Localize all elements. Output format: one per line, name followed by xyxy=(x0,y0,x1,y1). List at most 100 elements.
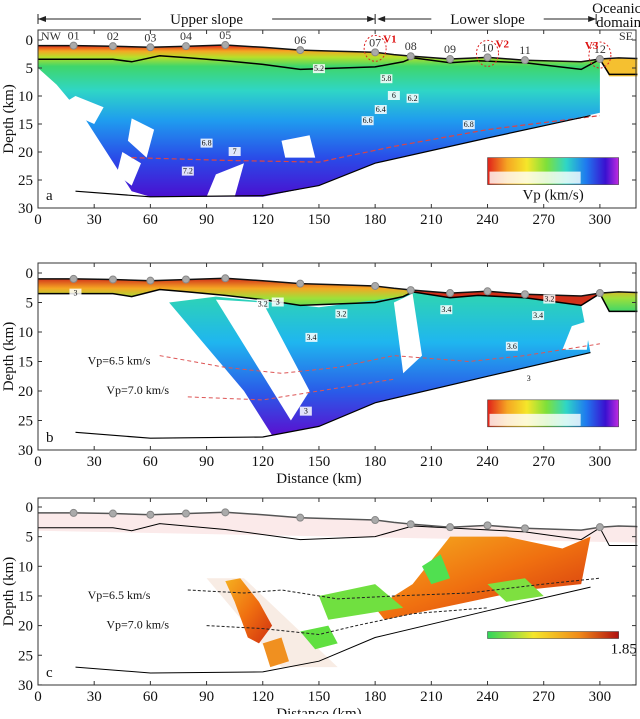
obs-station-marker xyxy=(69,41,78,50)
contour-label-bg xyxy=(374,105,387,114)
x-tick-label: 0 xyxy=(34,212,42,228)
arrow-head-icon xyxy=(367,16,376,22)
obs-station-marker xyxy=(520,290,529,299)
x-tick-label: 300 xyxy=(589,454,612,470)
vp-7.0-contour xyxy=(206,607,488,636)
basement-line xyxy=(38,55,638,76)
se-label: SE xyxy=(619,29,633,43)
velocity-model-fill-oceanic xyxy=(599,57,638,77)
x-tick-label: 120 xyxy=(252,454,275,470)
obs-station-marker xyxy=(221,508,230,517)
contour-label-bg xyxy=(271,297,284,307)
contour-annotation: Vp=6.5 km/s xyxy=(88,588,151,602)
no-coverage-area xyxy=(127,118,155,158)
y-tick-label: 10 xyxy=(18,89,33,105)
contour-label: 3 xyxy=(73,289,77,298)
obs-station-marker xyxy=(520,56,529,65)
contour-label-bg xyxy=(305,332,318,342)
oceanic-domain-label: domain xyxy=(596,15,640,31)
nw-label: NW xyxy=(41,29,62,43)
obs-station-marker xyxy=(69,508,78,517)
x-tick-label: 300 xyxy=(589,689,612,705)
contour-label: 6.8 xyxy=(202,139,212,148)
plot-frame xyxy=(37,262,637,451)
volcano-label: V3 xyxy=(585,40,599,52)
obs-station-marker xyxy=(146,43,155,52)
station-label: 05 xyxy=(219,28,231,42)
x-tick-label: 300 xyxy=(589,212,612,228)
anomaly-low-ratio xyxy=(487,578,544,602)
obs-station-marker xyxy=(221,274,230,283)
station-label: 08 xyxy=(405,39,417,53)
y-axis-label: Depth (km) xyxy=(1,322,17,392)
contour-label: 3.6 xyxy=(507,342,517,351)
obs-station-marker xyxy=(146,276,155,285)
contour-annotation: Vp=6.5 km/s xyxy=(88,353,151,367)
contour-annotation: Vp=7.0 km/s xyxy=(106,618,169,632)
contour-label: 6.4 xyxy=(376,105,386,114)
contour-label-bg xyxy=(387,91,400,100)
anomaly-low-ratio xyxy=(318,584,404,620)
contour-label-bg xyxy=(406,93,419,103)
contour-label: 3 xyxy=(304,407,308,416)
arrow-head-icon xyxy=(377,16,386,22)
contour-label: 6.6 xyxy=(363,116,373,125)
y-tick-label: 5 xyxy=(26,61,34,77)
no-coverage-area xyxy=(281,135,316,158)
contour-label-bg xyxy=(69,288,82,298)
panel-c: Vp=6.5 km/sVp=7.0 km/s1.850 30 60 90 120 150 1… xyxy=(1,497,638,719)
x-tick-label: 120 xyxy=(252,689,275,705)
y-axis-label: Depth (km) xyxy=(1,557,17,627)
volcano-label: V1 xyxy=(383,33,396,45)
x-tick-label: 270 xyxy=(532,212,555,228)
obs-station-marker xyxy=(181,509,190,518)
contour-label-bg xyxy=(380,74,393,84)
station-label: 12 xyxy=(594,42,606,56)
y-tick-label: 15 xyxy=(18,355,33,371)
obs-station-marker xyxy=(371,48,380,57)
oceanic-domain-label: Oceanic xyxy=(592,1,640,17)
no-coverage-area xyxy=(56,96,104,124)
y-tick-label: 15 xyxy=(18,117,33,133)
plot-frame xyxy=(37,497,637,686)
obs-station-marker xyxy=(296,46,305,55)
x-tick-label: 240 xyxy=(476,689,499,705)
no-coverage-area xyxy=(393,293,422,374)
contour-label: 5.8 xyxy=(381,74,391,83)
obs-station-marker xyxy=(483,521,492,530)
basement-line xyxy=(38,288,638,313)
anomaly-low-ratio xyxy=(422,554,451,585)
y-tick-label: 25 xyxy=(18,414,33,430)
obs-station-marker xyxy=(69,274,78,283)
contour-label: 6.2 xyxy=(408,94,418,103)
contour-label-bg xyxy=(200,138,213,148)
x-tick-label: 30 xyxy=(87,212,102,228)
plot-frame xyxy=(37,29,637,209)
colorbar-max-label: 1.85 xyxy=(611,642,637,658)
anomaly-high-ratio xyxy=(262,637,289,668)
contour-label-bg xyxy=(440,305,453,315)
colorbar-label: Vp (km/s) xyxy=(522,188,583,204)
x-tick-label: 210 xyxy=(420,689,443,705)
x-tick-label: 180 xyxy=(364,689,387,705)
y-tick-label: 5 xyxy=(26,530,34,546)
upper-slope-label: Upper slope xyxy=(170,12,243,28)
no-coverage-area xyxy=(562,320,591,350)
contour-label: 7.2 xyxy=(183,167,193,176)
contour-label-bg xyxy=(181,166,194,176)
background-fill xyxy=(38,512,638,543)
obs-station-marker xyxy=(296,513,305,522)
y-tick-label: 15 xyxy=(18,589,33,605)
contour-label-bg xyxy=(462,120,475,130)
x-tick-label: 0 xyxy=(34,689,42,705)
x-axis-label: Distance (km) xyxy=(276,706,361,714)
colorbar-obscured-area xyxy=(489,171,581,184)
station-label: 03 xyxy=(144,30,156,44)
y-tick-label: 25 xyxy=(18,173,33,189)
anomaly-low-ratio xyxy=(300,625,338,650)
obs-station-marker xyxy=(371,516,380,525)
station-label: 09 xyxy=(444,42,456,56)
obs-station-marker xyxy=(181,275,190,284)
